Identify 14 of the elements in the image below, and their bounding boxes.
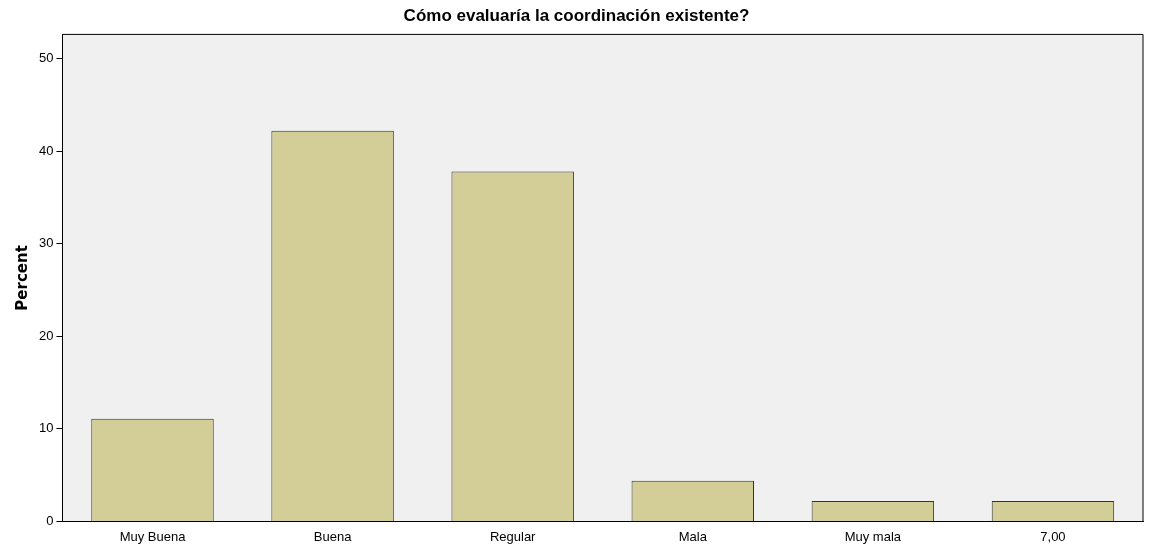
y-tick-label: 30	[38, 235, 54, 251]
y-tick-label: 20	[38, 327, 54, 343]
y-tick-label: 10	[38, 420, 54, 436]
chart-title: Cómo evaluaría la coordinación existente?	[403, 5, 750, 25]
x-tick-label: Muy Buena	[119, 528, 187, 544]
x-tick-label: Muy mala	[844, 528, 902, 544]
y-tick-label: 0	[46, 512, 54, 528]
x-tick-label: Buena	[313, 528, 353, 544]
x-tick-label: Mala	[678, 528, 708, 544]
x-tick-label: 7,00	[1040, 528, 1066, 544]
x-tick-label: Regular	[489, 528, 537, 544]
y-tick-label: 50	[38, 50, 54, 66]
y-tick-label: 40	[38, 142, 54, 158]
y-axis-title: Percent	[12, 245, 31, 311]
